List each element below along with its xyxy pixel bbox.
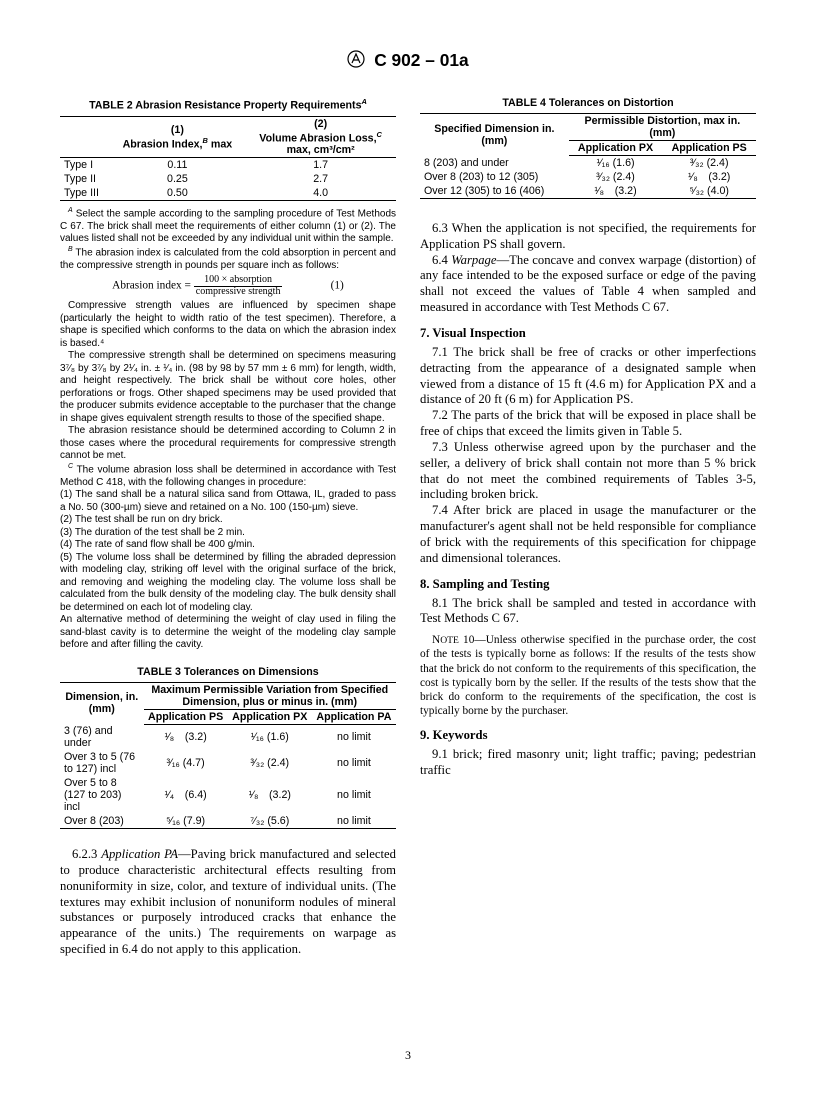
section-8-head: 8. Sampling and Testing	[420, 577, 756, 592]
para-6-2-3: 6.2.3 Application PA—Paving brick manufa…	[60, 847, 396, 958]
left-column: TABLE 2 Abrasion Resistance Property Req…	[60, 91, 396, 958]
para-7-1: 7.1 The brick shall be free of cracks or…	[420, 345, 756, 408]
para-9-1: 9.1 brick; fired masonry unit; light tra…	[420, 747, 756, 779]
table2-c3: (3) The duration of the test shall be 2 …	[60, 527, 396, 540]
designation-text: C 902 – 01a	[374, 50, 468, 70]
page-header: C 902 – 01a	[60, 50, 756, 73]
table2-note-b2: Compressive strength values are influenc…	[60, 300, 396, 350]
table3: Dimension, in. (mm) Maximum Permissible …	[60, 682, 396, 830]
para-7-2: 7.2 The parts of the brick that will be …	[420, 408, 756, 440]
para-8-1: 8.1 The brick shall be sampled and teste…	[420, 596, 756, 628]
para-6-4: 6.4 Warpage—The concave and convex warpa…	[420, 253, 756, 316]
table3-title: TABLE 3 Tolerances on Dimensions	[60, 666, 396, 678]
table2-c4: (4) The rate of sand flow shall be 400 g…	[60, 539, 396, 552]
two-column-layout: TABLE 2 Abrasion Resistance Property Req…	[60, 91, 756, 958]
table2-note-b: B The abrasion index is calculated from …	[60, 246, 396, 272]
table2-c5: (5) The volume loss shall be determined …	[60, 552, 396, 615]
para-7-4: 7.4 After brick are placed in usage the …	[420, 503, 756, 566]
section-7-head: 7. Visual Inspection	[420, 326, 756, 341]
page-number: 3	[60, 1048, 756, 1063]
table4: Specified Dimension in. (mm) Permissible…	[420, 113, 756, 199]
table2-note-c: C The volume abrasion loss shall be dete…	[60, 463, 396, 489]
section-9-head: 9. Keywords	[420, 728, 756, 743]
table2: (1)Abrasion Index,B max (2)Volume Abrasi…	[60, 116, 396, 202]
para-7-3: 7.3 Unless otherwise agreed upon by the …	[420, 440, 756, 503]
table2-c6: An alternative method of determining the…	[60, 614, 396, 652]
right-column: TABLE 4 Tolerances on Distortion Specifi…	[420, 91, 756, 958]
astm-logo	[347, 50, 365, 73]
table2-c2: (2) The test shall be run on dry brick.	[60, 514, 396, 527]
table2-note-b4: The abrasion resistance should be determ…	[60, 425, 396, 463]
abrasion-formula: Abrasion index = 100 × absorptioncompres…	[60, 275, 396, 297]
table2-c1: (1) The sand shall be a natural silica s…	[60, 489, 396, 514]
table4-title: TABLE 4 Tolerances on Distortion	[420, 97, 756, 109]
table2-title: TABLE 2 Abrasion Resistance Property Req…	[60, 97, 396, 112]
note-10: NOTE 10—Unless otherwise specified in th…	[420, 633, 756, 718]
para-6-3: 6.3 When the application is not specifie…	[420, 221, 756, 253]
table2-note-b3: The compressive strength shall be determ…	[60, 350, 396, 425]
table2-note-a: A Select the sample according to the sam…	[60, 207, 396, 246]
